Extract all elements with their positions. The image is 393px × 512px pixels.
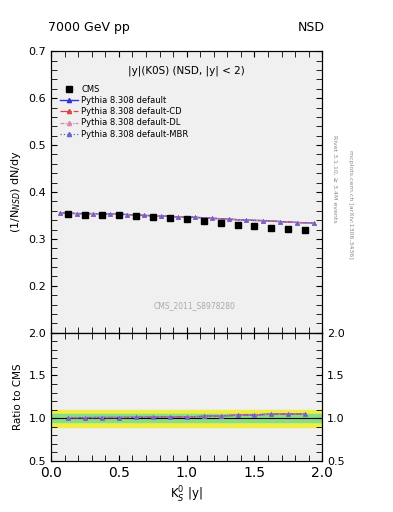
Text: Rivet 3.1.10, ≥ 3.4M events: Rivet 3.1.10, ≥ 3.4M events <box>332 135 337 223</box>
Bar <box>51 410 322 426</box>
Text: NSD: NSD <box>298 22 325 34</box>
Text: |y|(K0S) (NSD, |y| < 2): |y|(K0S) (NSD, |y| < 2) <box>128 66 245 76</box>
Y-axis label: Ratio to CMS: Ratio to CMS <box>13 364 23 430</box>
X-axis label: K$^0_S$ |y|: K$^0_S$ |y| <box>171 485 203 505</box>
Bar <box>51 414 322 422</box>
Text: mcplots.cern.ch [arXiv:1306.3436]: mcplots.cern.ch [arXiv:1306.3436] <box>348 151 353 259</box>
Y-axis label: (1/N$_{NSD}$) dN/dy: (1/N$_{NSD}$) dN/dy <box>9 151 23 233</box>
Text: CMS_2011_S8978280: CMS_2011_S8978280 <box>154 301 236 310</box>
Text: 7000 GeV pp: 7000 GeV pp <box>48 22 130 34</box>
Legend: CMS, Pythia 8.308 default, Pythia 8.308 default-CD, Pythia 8.308 default-DL, Pyt: CMS, Pythia 8.308 default, Pythia 8.308 … <box>58 83 190 140</box>
